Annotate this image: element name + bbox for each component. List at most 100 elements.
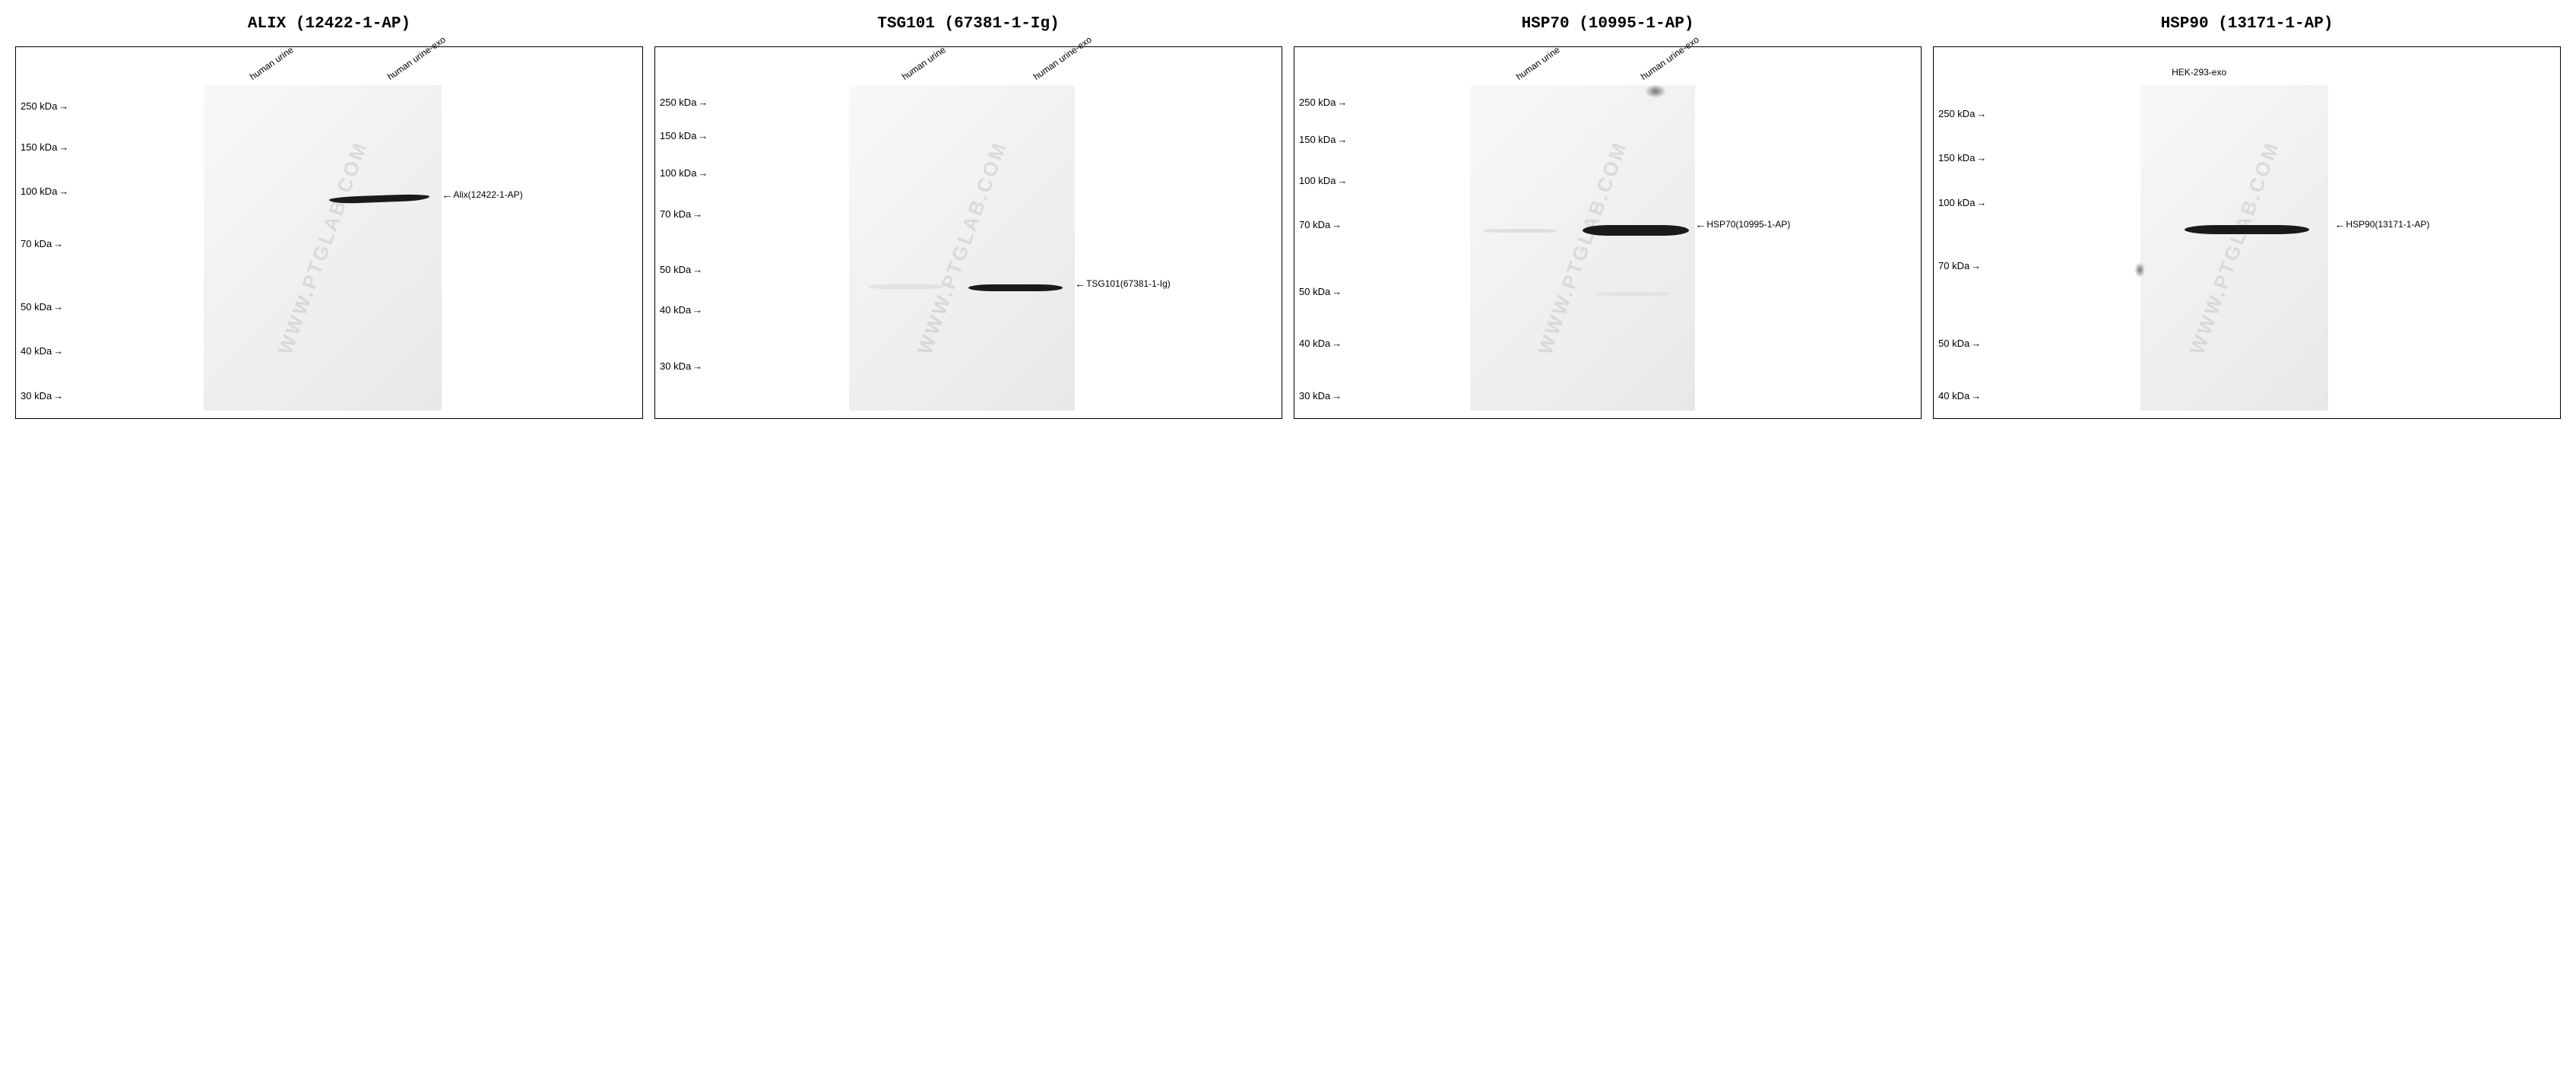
arrow-left-icon: ←: [2334, 218, 2345, 230]
mw-marker: 150 kDa→: [1299, 134, 1347, 145]
mw-marker-label: 70 kDa: [660, 208, 691, 220]
arrow-right-icon: →: [1971, 338, 1981, 349]
mw-marker-label: 40 kDa: [21, 345, 52, 357]
panels-container: ALIX (12422-1-AP)human urinehuman urine-…: [15, 15, 2561, 419]
arrow-left-icon: ←: [1695, 218, 1706, 230]
mw-marker: 30 kDa→: [660, 360, 702, 372]
band: [968, 284, 1063, 291]
mw-marker: 50 kDa→: [21, 301, 63, 313]
arrow-right-icon: →: [692, 208, 702, 220]
membrane: WWW.PTGLAB.COM: [2140, 85, 2328, 411]
arrow-right-icon: →: [698, 167, 708, 179]
arrow-right-icon: →: [692, 264, 702, 275]
panel-title: HSP90 (13171-1-AP): [2161, 15, 2334, 33]
mw-marker-label: 150 kDa: [21, 141, 57, 153]
mw-marker-label: 100 kDa: [1938, 197, 1975, 208]
blot-smudge: [1645, 84, 1666, 98]
arrow-right-icon: →: [1976, 152, 1986, 163]
band-annotation: ←HSP90(13171-1-AP): [2334, 218, 2429, 230]
blot-smudge: [2134, 262, 2145, 278]
mw-marker: 70 kDa→: [21, 238, 63, 249]
blot-area: human urinehuman urine-exo WWW.PTGLAB.COM…: [654, 46, 1282, 419]
lane-label: HEK-293-exo: [2172, 67, 2226, 78]
band-faint: [868, 284, 943, 289]
mw-marker: 250 kDa→: [21, 100, 68, 112]
mw-marker-label: 30 kDa: [21, 390, 52, 401]
mw-marker-label: 70 kDa: [1299, 219, 1330, 230]
mw-marker: 50 kDa→: [660, 264, 702, 275]
lane-labels: HEK-293-exo: [1934, 46, 2560, 84]
lane-labels: human urinehuman urine-exo: [655, 46, 1282, 84]
band-annotation: ←TSG101(67381-1-Ig): [1075, 278, 1171, 290]
mw-marker-label: 250 kDa: [660, 97, 696, 108]
panel-0: ALIX (12422-1-AP)human urinehuman urine-…: [15, 15, 643, 419]
arrow-right-icon: →: [1337, 175, 1347, 186]
arrow-right-icon: →: [1971, 390, 1981, 401]
mw-marker: 150 kDa→: [1938, 152, 1986, 163]
band-annotation: ←HSP70(10995-1-AP): [1695, 218, 1790, 230]
mw-marker: 100 kDa→: [660, 167, 708, 179]
panel-2: HSP70 (10995-1-AP)human urinehuman urine…: [1294, 15, 1922, 419]
mw-marker-label: 250 kDa: [1938, 108, 1975, 119]
arrow-right-icon: →: [698, 97, 708, 108]
watermark: WWW.PTGLAB.COM: [274, 138, 372, 358]
band-annotation-text: HSP90(13171-1-AP): [2346, 219, 2429, 230]
mw-marker-label: 50 kDa: [1938, 338, 1969, 349]
arrow-right-icon: →: [1337, 97, 1347, 108]
mw-marker: 100 kDa→: [21, 186, 68, 197]
arrow-right-icon: →: [1332, 390, 1342, 401]
arrow-right-icon: →: [59, 186, 68, 197]
arrow-right-icon: →: [1971, 260, 1981, 271]
band: [1583, 225, 1689, 236]
mw-marker: 40 kDa→: [21, 345, 63, 357]
watermark: WWW.PTGLAB.COM: [913, 138, 1012, 358]
blot-area: human urinehuman urine-exoWWW.PTGLAB.COM…: [1294, 46, 1922, 419]
mw-marker: 40 kDa→: [1299, 338, 1342, 349]
membrane: WWW.PTGLAB.COM: [849, 85, 1075, 411]
lane-label: human urine: [248, 44, 296, 82]
lane-label: human urine: [1514, 44, 1562, 82]
arrow-left-icon: ←: [442, 189, 452, 201]
panel-1: TSG101 (67381-1-Ig) human urinehuman urin…: [654, 15, 1282, 419]
mw-marker-label: 50 kDa: [660, 264, 691, 275]
mw-marker: 100 kDa→: [1299, 175, 1347, 186]
mw-marker: 150 kDa→: [660, 130, 708, 141]
lane-label: human urine-exo: [385, 34, 448, 82]
panel-title: TSG101 (67381-1-Ig): [877, 15, 1059, 33]
arrow-right-icon: →: [1332, 286, 1342, 297]
lane-label: human urine-exo: [1639, 34, 1701, 82]
arrow-left-icon: ←: [1075, 278, 1085, 290]
watermark: WWW.PTGLAB.COM: [2185, 138, 2283, 358]
arrow-right-icon: →: [1332, 219, 1342, 230]
mw-marker-label: 250 kDa: [21, 100, 57, 112]
mw-marker-label: 150 kDa: [660, 130, 696, 141]
mw-marker-label: 70 kDa: [21, 238, 52, 249]
mw-marker: 150 kDa→: [21, 141, 68, 153]
mw-marker: 40 kDa→: [660, 304, 702, 316]
band-annotation-text: TSG101(67381-1-Ig): [1086, 278, 1171, 289]
mw-marker: 250 kDa→: [660, 97, 708, 108]
mw-marker: 70 kDa→: [1299, 219, 1342, 230]
mw-marker-label: 100 kDa: [660, 167, 696, 179]
mw-marker-label: 100 kDa: [1299, 175, 1336, 186]
arrow-right-icon: →: [1976, 197, 1986, 208]
band-annotation: ←Alix(12422-1-AP): [442, 189, 522, 201]
mw-marker-label: 30 kDa: [1299, 390, 1330, 401]
membrane: WWW.PTGLAB.COM: [1470, 85, 1696, 411]
lane-labels: human urinehuman urine-exo: [1294, 46, 1921, 84]
mw-marker-label: 250 kDa: [1299, 97, 1336, 108]
mw-marker-label: 150 kDa: [1299, 134, 1336, 145]
mw-marker: 100 kDa→: [1938, 197, 1986, 208]
mw-marker-label: 40 kDa: [660, 304, 691, 316]
mw-marker-label: 40 kDa: [1299, 338, 1330, 349]
mw-marker-label: 100 kDa: [21, 186, 57, 197]
arrow-right-icon: →: [1337, 134, 1347, 145]
mw-marker-label: 70 kDa: [1938, 260, 1969, 271]
arrow-right-icon: →: [53, 301, 63, 313]
mw-marker-label: 50 kDa: [21, 301, 52, 313]
band-annotation-text: Alix(12422-1-AP): [453, 189, 522, 200]
membrane: WWW.PTGLAB.COM: [204, 85, 442, 411]
band-faint: [1482, 229, 1557, 233]
arrow-right-icon: →: [59, 141, 68, 153]
mw-marker: 30 kDa→: [1299, 390, 1342, 401]
